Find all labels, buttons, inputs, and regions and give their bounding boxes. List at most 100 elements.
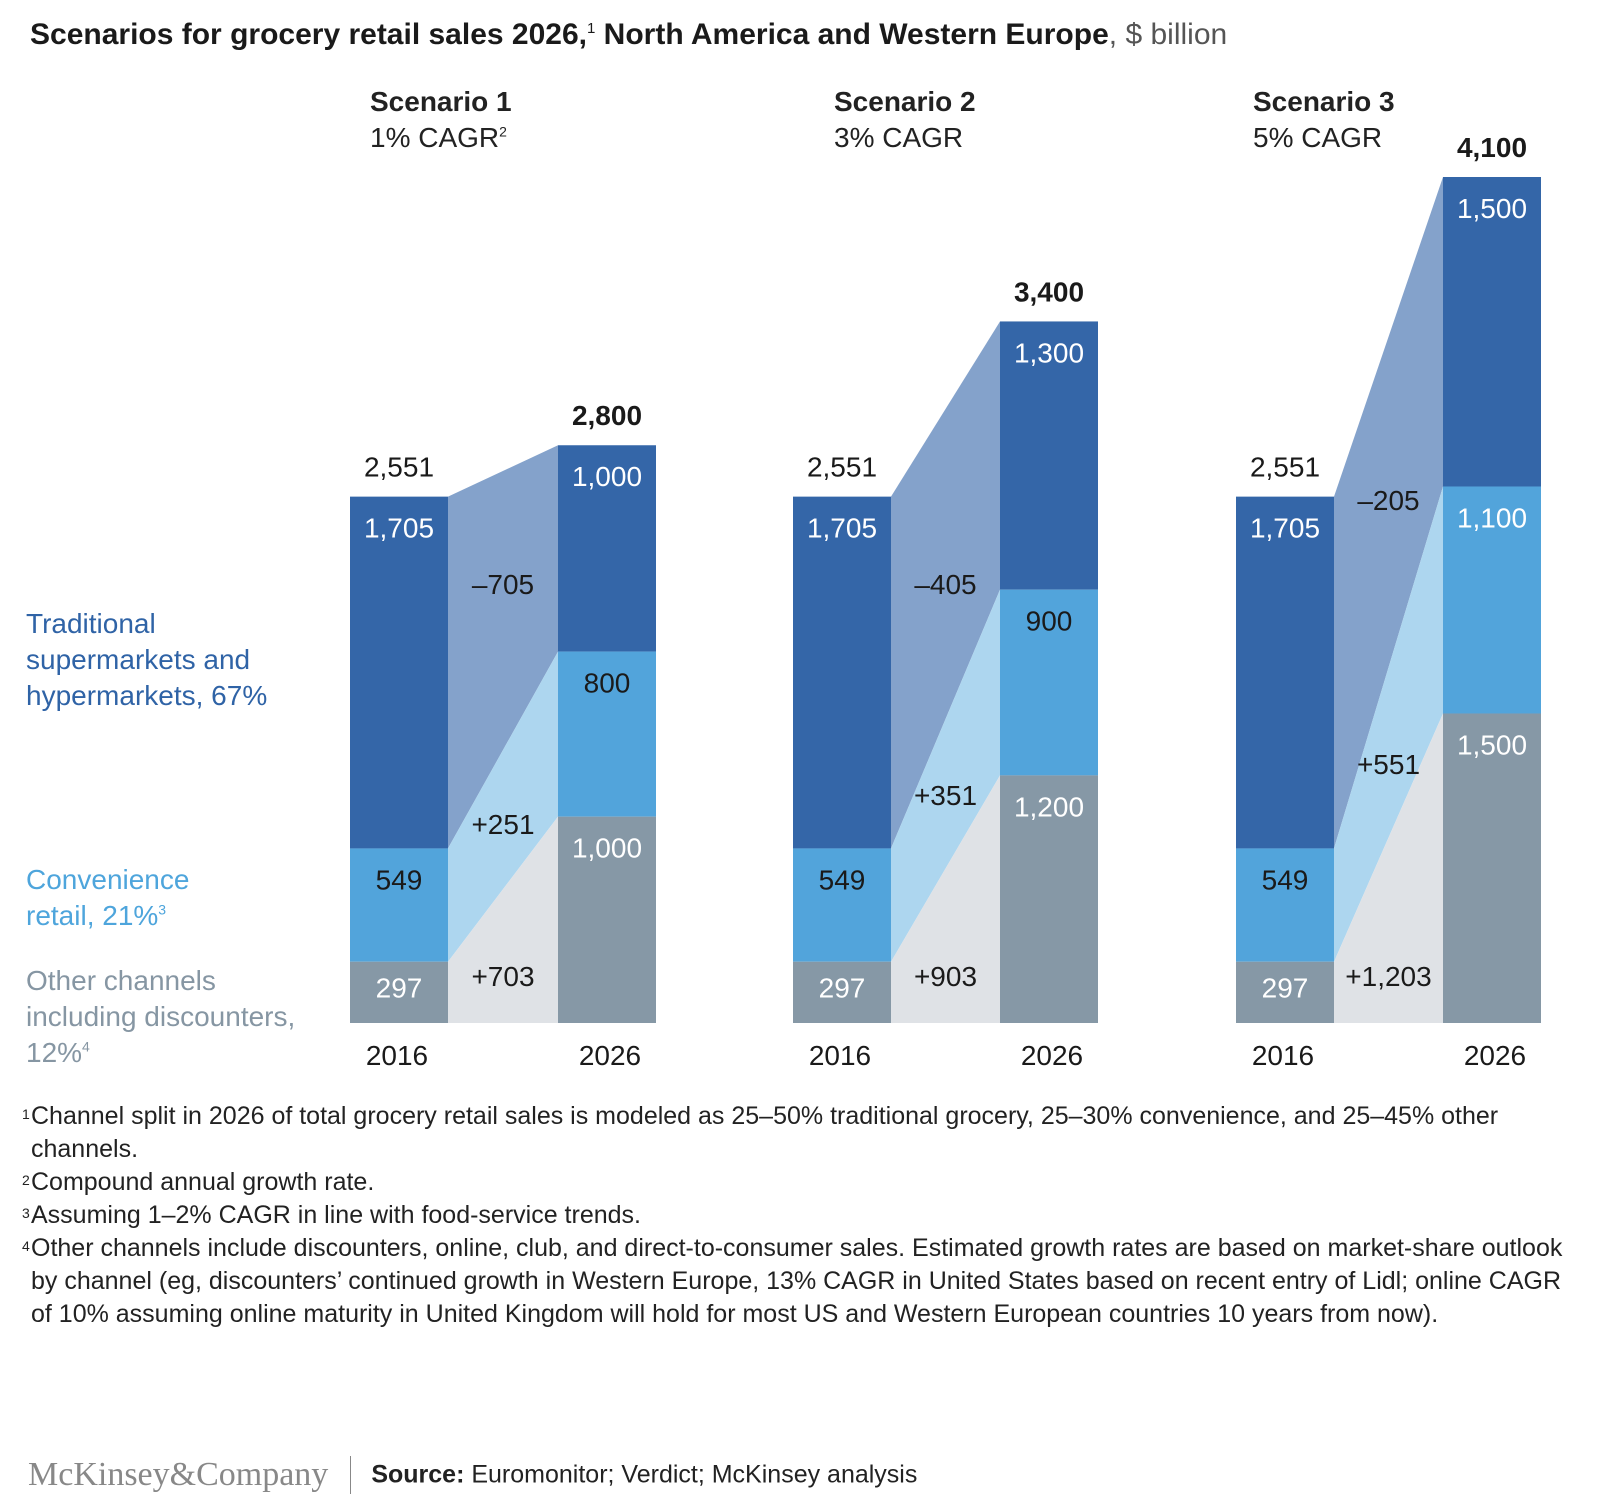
scenario-1-label-2016-convenience: 549 <box>376 864 423 895</box>
scenario-2-cagr: 3% CAGR <box>834 122 964 153</box>
scenario-1-name: Scenario 1 <box>370 86 512 117</box>
legend-other: Other channels including discounters, 12… <box>26 963 295 1071</box>
scenario-2-bar-2016-convenience <box>793 848 891 962</box>
legend-other-footnote-ref: 4 <box>82 1038 90 1055</box>
source-line: Source: Euromonitor; Verdict; McKinsey a… <box>371 1461 917 1489</box>
title-unit: , $ billion <box>1108 18 1228 51</box>
scenario-3-bar-2016-traditional <box>1236 496 1334 849</box>
scenario-3-traditional-flow <box>1334 177 1443 849</box>
scenario-2-x-label-2026: 2026 <box>1021 1040 1083 1071</box>
scenario-2-change-other: +903 <box>914 961 977 992</box>
scenario-1-bar-2016-other <box>350 961 448 1023</box>
footnote-1-number: 1 <box>22 1106 30 1122</box>
scenario-3-change-convenience: +551 <box>1357 749 1420 780</box>
scenario-1-label-2016-traditional: 1,705 <box>364 513 434 544</box>
footnote-3: 3 Assuming 1–2% CAGR in line with food-se… <box>22 1199 1582 1232</box>
legend-convenience-line-1: Convenience <box>26 864 190 895</box>
scenario-2-other-flow <box>891 775 1000 1023</box>
scenario-2-total-2026: 3,400 <box>1014 276 1084 307</box>
scenario-3-label-2026-other: 1,500 <box>1457 729 1527 760</box>
footnote-2-number: 2 <box>22 1172 30 1188</box>
scenario-3-cagr: 5% CAGR <box>1253 122 1383 153</box>
scenario-3-label-2026-traditional: 1,500 <box>1457 193 1527 224</box>
scenario-2-label-2016-traditional: 1,705 <box>807 513 877 544</box>
legend-convenience-line-2: retail, 21% <box>26 900 159 931</box>
source-text: Euromonitor; Verdict; McKinsey analysis <box>464 1460 918 1489</box>
footnote-1-text: Channel split in 2026 of total grocery r… <box>31 1102 1499 1163</box>
scenario-1-change-convenience: +251 <box>471 809 534 840</box>
scenario-3-total-2026: 4,100 <box>1457 132 1527 163</box>
scenario-2-change-traditional: –405 <box>914 569 976 600</box>
scenario-2-bar-2016-other <box>793 961 891 1023</box>
scenario-2-name: Scenario 2 <box>834 86 976 117</box>
scenario-2-label-2016-convenience: 549 <box>819 864 866 895</box>
scenario-2-bar-2026-traditional <box>1000 321 1098 590</box>
scenario-3-bar-2026-convenience <box>1443 486 1541 714</box>
scenario-2-traditional-flow <box>891 321 1000 849</box>
scenario-1-total-2016: 2,551 <box>364 452 434 483</box>
scenario-1-cagr-footnote-ref: 2 <box>499 123 507 140</box>
scenario-1-x-label-2026: 2026 <box>579 1040 641 1071</box>
legend-convenience-footnote-ref: 3 <box>158 901 167 918</box>
footnote-4-number: 4 <box>22 1238 30 1254</box>
scenario-2-x-label-2016: 2016 <box>809 1040 871 1071</box>
scenario-1-bar-2026-convenience <box>558 651 656 817</box>
title-footnote-ref: 1 <box>586 20 596 37</box>
scenario-3-header: Scenario 3 5% CAGR <box>1253 84 1395 156</box>
stacked-bar-chart: 1,705 1,000 549 800 297 1,000 2,551 2,800 –705 +2… <box>350 132 1541 1071</box>
scenario-3-change-traditional: –205 <box>1357 485 1419 516</box>
legend-convenience: Convenience retail, 21%3 <box>26 862 189 934</box>
scenario-2-bar-2016-traditional <box>793 496 891 849</box>
scenario-2-label-2026-traditional: 1,300 <box>1014 337 1084 368</box>
scenario-2-header: Scenario 2 3% CAGR <box>834 84 976 156</box>
scenario-1-other-flow <box>448 816 558 1023</box>
scenario-1-label-2026-convenience: 800 <box>584 668 631 699</box>
footnote-3-number: 3 <box>22 1205 30 1221</box>
scenario-1-bar-2026-other <box>558 816 656 1023</box>
scenario-2-label-2026-other: 1,200 <box>1014 791 1084 822</box>
scenario-3-convenience-flow <box>1334 486 1443 962</box>
source-label: Source: <box>371 1460 465 1489</box>
scenario-1-convenience-flow <box>448 651 558 962</box>
scenario-1-bar-2016-traditional <box>350 496 448 849</box>
scenario-3-other-flow <box>1334 713 1443 1023</box>
scenario-1-label-2016-other: 297 <box>376 973 423 1004</box>
scenario-2-bar-2026-convenience <box>1000 589 1098 776</box>
scenario-3-bar-2026-traditional <box>1443 177 1541 487</box>
footnote-4-text: Other channels include discounters, onli… <box>31 1234 1563 1328</box>
scenario-1-cagr: 1% CAGR <box>370 122 500 153</box>
scenario-2-label-2026-convenience: 900 <box>1026 606 1073 637</box>
footnote-1: 1 Channel split in 2026 of total grocery … <box>22 1100 1582 1166</box>
scenario-1-label-2026-other: 1,000 <box>572 833 642 864</box>
scenario-1-header: Scenario 1 1% CAGR2 <box>370 84 512 156</box>
legend-traditional-line-3: hypermarkets, 67% <box>26 680 268 711</box>
scenario-3-bar-2026-other <box>1443 713 1541 1023</box>
footnote-2: 2 Compound annual growth rate. <box>22 1166 1582 1199</box>
scenario-2-bar-2026-other <box>1000 775 1098 1023</box>
scenario-2-total-2016: 2,551 <box>807 452 877 483</box>
scenario-1-x-label-2016: 2016 <box>366 1040 428 1071</box>
scenario-1-bar-2016-convenience <box>350 848 448 962</box>
brand-logo: McKinsey&Company <box>28 1456 329 1493</box>
footer: McKinsey&Company Source: Euromonitor; Ver… <box>28 1456 917 1506</box>
legend-traditional: Traditional supermarkets and hypermarket… <box>26 606 267 714</box>
scenario-3-total-2016: 2,551 <box>1250 452 1320 483</box>
legend-other-line-3: 12% <box>26 1037 83 1068</box>
scenario-3-x-label-2026: 2026 <box>1464 1040 1526 1071</box>
scenario-2-convenience-flow <box>891 589 1000 962</box>
scenario-1-change-other: +703 <box>471 961 534 992</box>
legend-traditional-line-2: supermarkets and <box>26 644 251 675</box>
legend-other-line-2: including discounters, <box>26 1001 296 1032</box>
legend-other-line-1: Other channels <box>26 965 216 996</box>
scenario-3-bar-2016-convenience <box>1236 848 1334 962</box>
footnote-2-text: Compound annual growth rate. <box>31 1168 375 1196</box>
scenario-3-x-label-2016: 2016 <box>1252 1040 1314 1071</box>
scenario-3-change-other: +1,203 <box>1345 961 1431 992</box>
footnote-4: 4 Other channels include discounters, onl… <box>22 1232 1582 1331</box>
footnotes: 1 Channel split in 2026 of total grocery … <box>22 1100 1582 1331</box>
scenario-1-bar-2026-traditional <box>558 445 656 652</box>
scenario-3-bar-2016-other <box>1236 961 1334 1023</box>
scenario-3-label-2026-convenience: 1,100 <box>1457 503 1527 534</box>
scenario-3-label-2016-traditional: 1,705 <box>1250 513 1320 544</box>
scenario-2-change-convenience: +351 <box>914 780 977 811</box>
